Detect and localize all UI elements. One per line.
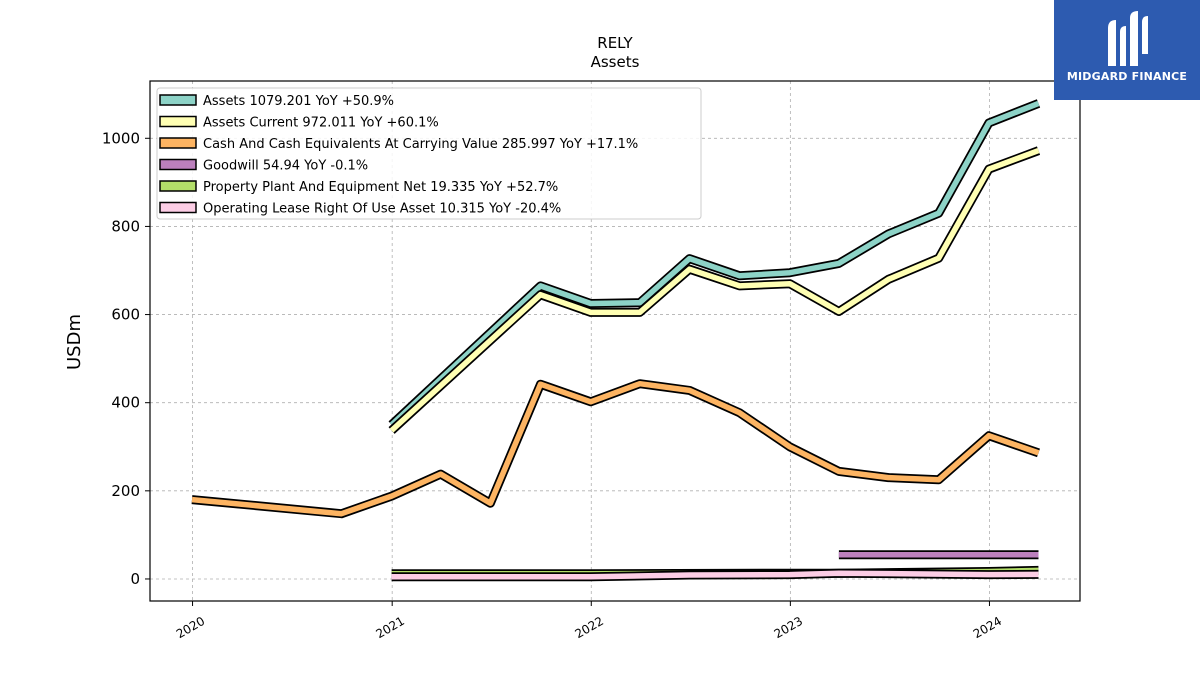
x-tick-label: 2022 [573,614,606,641]
y-tick-label: 200 [111,482,140,500]
x-tick-label: 2021 [373,614,406,641]
series-line [389,148,1040,433]
series-line [391,570,1039,580]
chart-subtitle: Assets [591,53,640,71]
y-axis: 0 200 400 600 800 1000 [102,129,150,588]
x-tick-label: 2024 [971,614,1004,641]
y-tick-label: 0 [130,570,140,588]
midgard-logo-mark-icon [1108,11,1148,66]
logo-text: MIDGARD FINANCE [1066,70,1188,83]
chart-title: RELY [597,34,633,52]
legend-label: Goodwill 54.94 YoY -0.1% [203,159,368,174]
x-axis: 2020 2021 2022 2023 2024 [174,601,1004,641]
y-axis-label: USDm [64,314,85,370]
y-tick-label: 400 [111,394,140,412]
midgard-finance-logo: MIDGARD FINANCE [1054,0,1200,100]
series-layer [191,99,1041,582]
legend-label: Property Plant And Equipment Net 19.335 … [203,180,558,195]
series-outline [191,379,1040,519]
series-0 [388,99,1041,428]
series-2 [191,379,1040,519]
series-line [191,380,1040,517]
legend-swatch [159,137,197,149]
legend-swatch [159,158,197,171]
legend-box [156,87,702,220]
y-tick-label: 600 [111,306,140,324]
y-tick-label: 800 [111,217,140,235]
plot-frame [149,80,1081,602]
legend-label: Operating Lease Right Of Use Asset 10.31… [203,202,561,217]
legend-swatch [159,94,197,106]
series-1 [388,146,1041,434]
legend: Assets 1079.201 YoY +50.9% Assets Current… [156,87,702,220]
legend-swatch [159,115,197,128]
legend-swatch [159,201,197,214]
legend-label: Assets Current 972.011 YoY +60.1% [203,116,439,131]
x-tick-label: 2020 [174,614,207,641]
y-tick-label: 1000 [102,129,140,147]
legend-swatch [159,180,197,192]
series-line [389,100,1040,427]
legend-label: Cash And Cash Equivalents At Carrying Va… [203,137,638,152]
legend-label: Assets 1079.201 YoY +50.9% [203,94,394,109]
x-tick-label: 2023 [772,614,805,641]
series-5 [391,568,1039,582]
